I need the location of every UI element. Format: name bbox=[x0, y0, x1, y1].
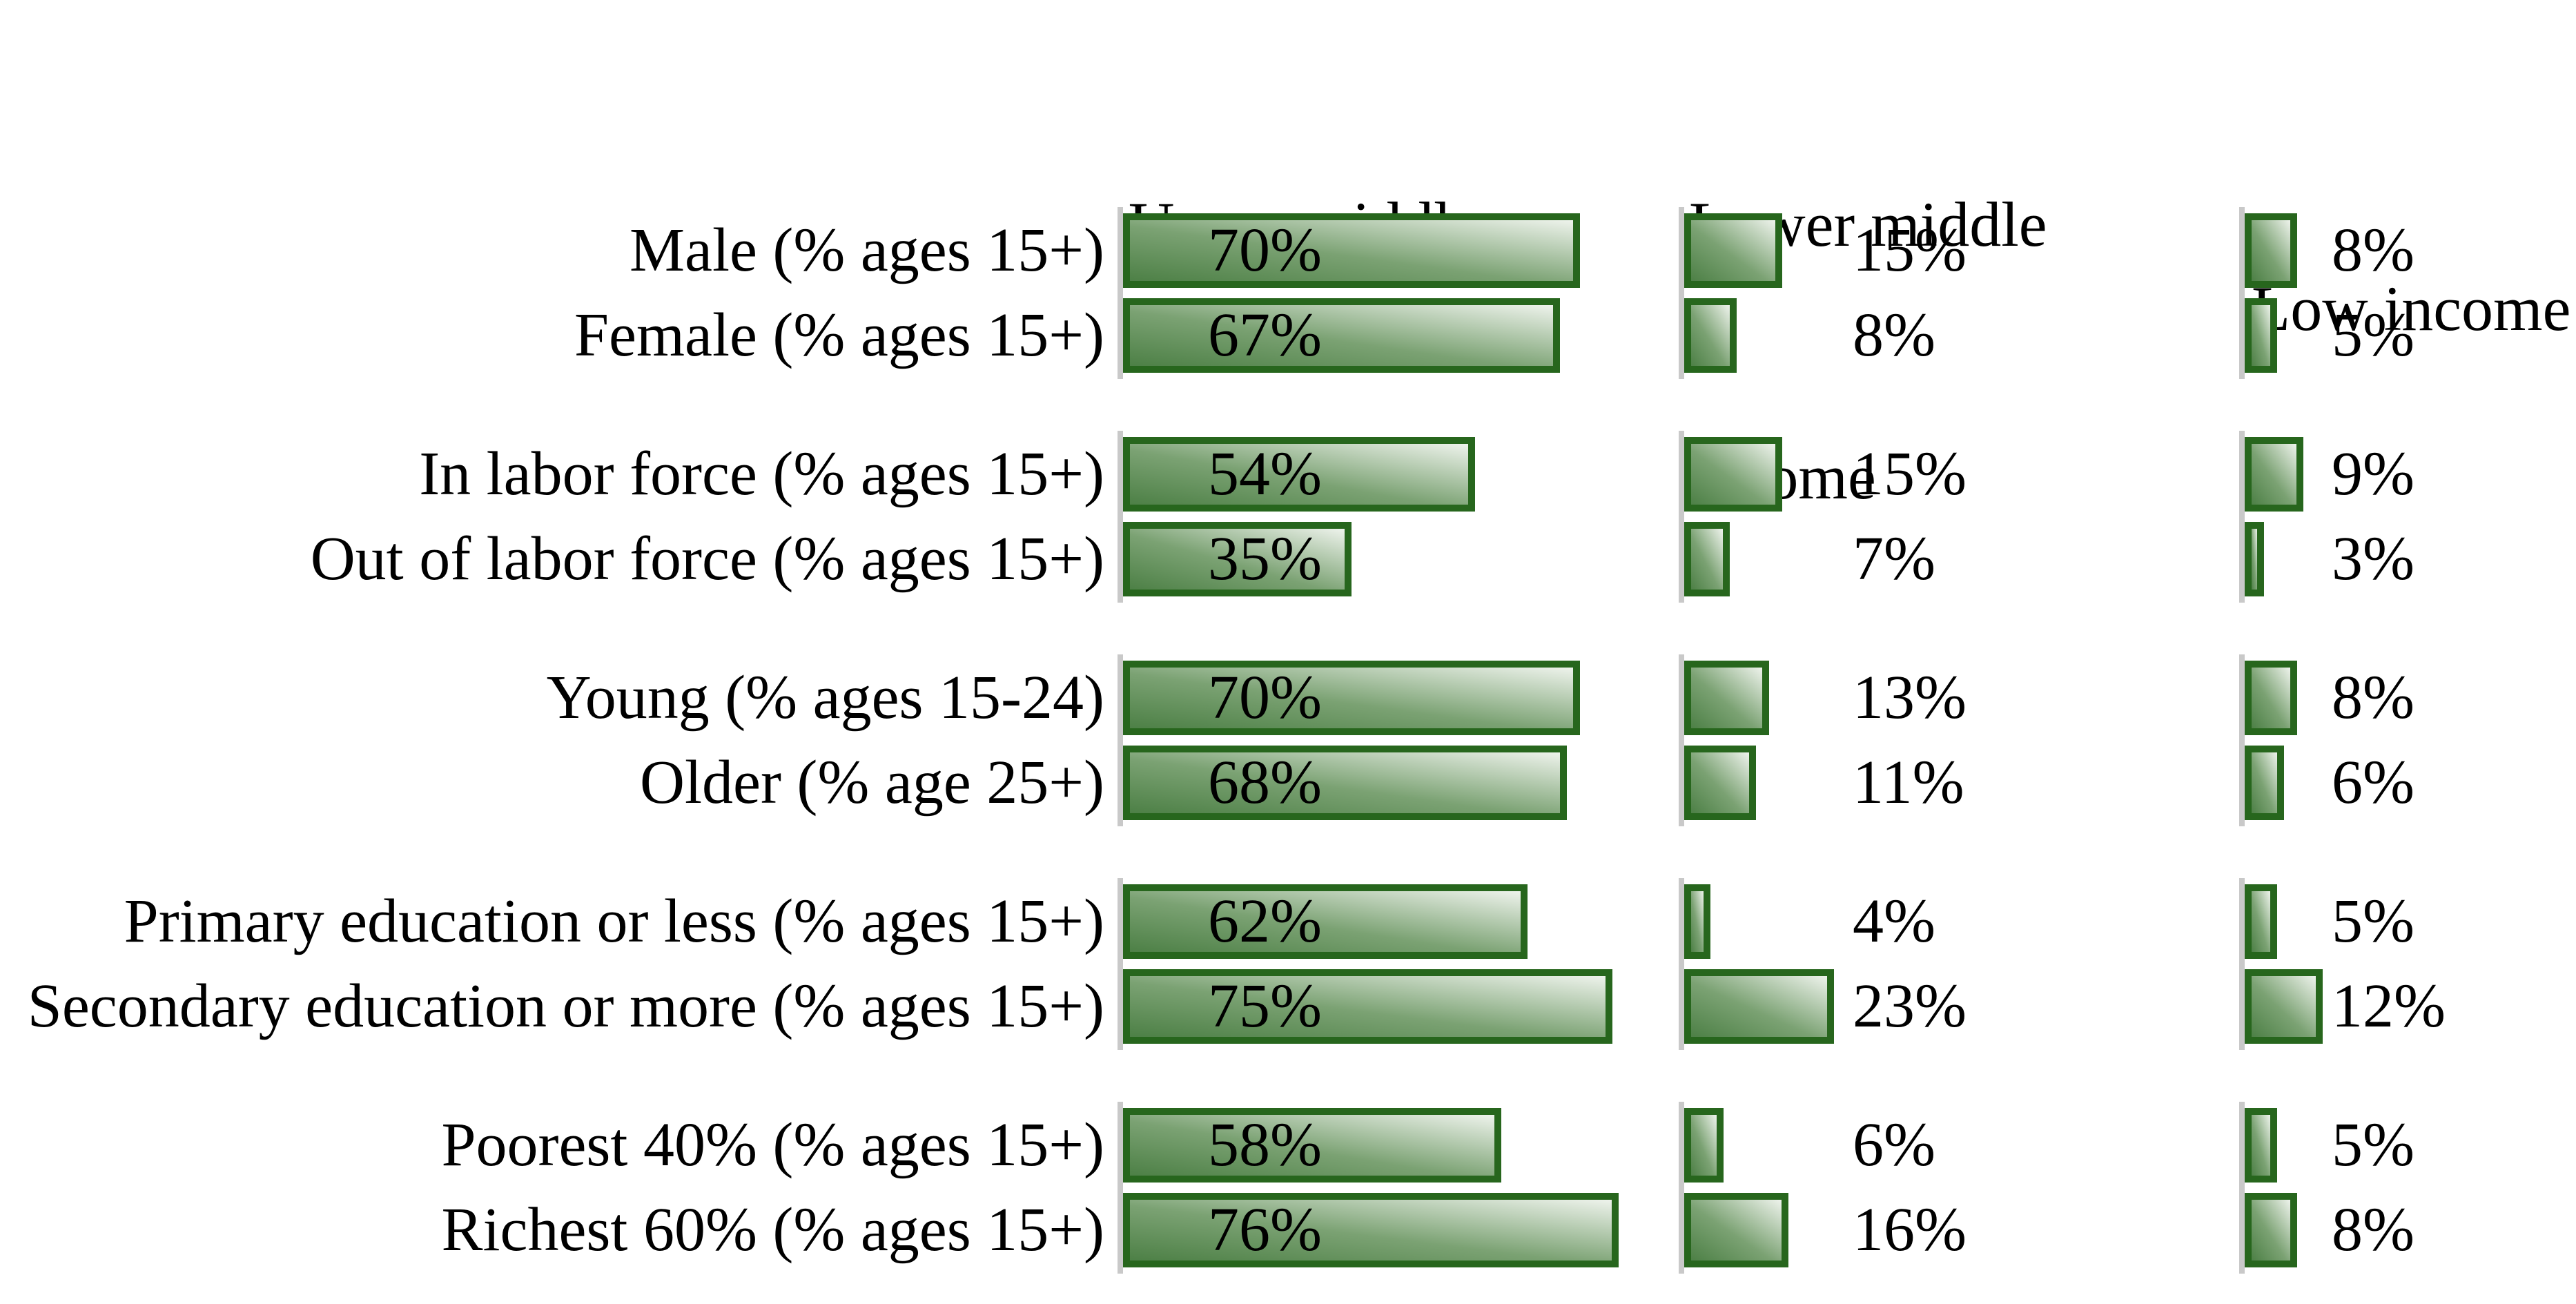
value-label-lower-middle-income: 15% bbox=[1853, 440, 1967, 508]
bar-upper-middle-income bbox=[1123, 884, 1528, 959]
bar-lower-middle-income bbox=[1684, 522, 1730, 596]
value-label-lower-middle-income: 23% bbox=[1853, 972, 1967, 1040]
bar-low-income bbox=[2245, 1193, 2297, 1267]
bar-lower-middle-income bbox=[1684, 1108, 1724, 1183]
category-label: Female (% ages 15+) bbox=[574, 301, 1104, 369]
bar-lower-middle-income bbox=[1684, 661, 1769, 735]
bar-low-income bbox=[2245, 213, 2297, 288]
bar-low-income bbox=[2245, 437, 2303, 512]
value-label-lower-middle-income: 16% bbox=[1853, 1196, 1967, 1264]
axis-line-upper-middle-income bbox=[1118, 431, 1123, 603]
value-label-lower-middle-income: 4% bbox=[1853, 887, 1935, 955]
bar-lower-middle-income bbox=[1684, 1193, 1788, 1267]
value-label-upper-middle-income: 62% bbox=[1208, 887, 1322, 955]
bar-upper-middle-income bbox=[1123, 437, 1475, 512]
bar-upper-middle-income bbox=[1123, 298, 1560, 373]
value-label-lower-middle-income: 15% bbox=[1853, 216, 1967, 284]
bar-lower-middle-income bbox=[1684, 969, 1834, 1044]
value-label-lower-middle-income: 13% bbox=[1853, 663, 1967, 732]
axis-line-low-income bbox=[2239, 431, 2245, 603]
bar-lower-middle-income bbox=[1684, 298, 1737, 373]
axis-line-upper-middle-income bbox=[1118, 1102, 1123, 1274]
axis-line-low-income bbox=[2239, 654, 2245, 826]
value-label-lower-middle-income: 11% bbox=[1853, 748, 1964, 817]
value-label-low-income: 8% bbox=[2332, 1196, 2414, 1264]
category-label: Older (% age 25+) bbox=[640, 748, 1104, 817]
axis-line-lower-middle-income bbox=[1679, 654, 1684, 826]
value-label-upper-middle-income: 54% bbox=[1208, 440, 1322, 508]
category-label: Young (% ages 15-24) bbox=[546, 663, 1104, 732]
bar-upper-middle-income bbox=[1123, 969, 1612, 1044]
value-label-low-income: 5% bbox=[2332, 1111, 2414, 1179]
axis-line-lower-middle-income bbox=[1679, 431, 1684, 603]
value-label-low-income: 9% bbox=[2332, 440, 2414, 508]
value-label-upper-middle-income: 68% bbox=[1208, 748, 1322, 817]
value-label-upper-middle-income: 75% bbox=[1208, 972, 1322, 1040]
bar-lower-middle-income bbox=[1684, 437, 1782, 512]
value-label-upper-middle-income: 35% bbox=[1208, 525, 1322, 593]
bar-upper-middle-income bbox=[1123, 1108, 1501, 1183]
axis-line-lower-middle-income bbox=[1679, 1102, 1684, 1274]
axis-line-upper-middle-income bbox=[1118, 878, 1123, 1050]
value-label-low-income: 3% bbox=[2332, 525, 2414, 593]
value-label-upper-middle-income: 70% bbox=[1208, 663, 1322, 732]
bar-upper-middle-income bbox=[1123, 746, 1567, 820]
axis-line-low-income bbox=[2239, 207, 2245, 379]
axis-line-lower-middle-income bbox=[1679, 207, 1684, 379]
bar-lower-middle-income bbox=[1684, 746, 1756, 820]
value-label-low-income: 8% bbox=[2332, 216, 2414, 284]
value-label-low-income: 6% bbox=[2332, 748, 2414, 817]
value-label-low-income: 8% bbox=[2332, 663, 2414, 732]
category-label: Richest 60% (% ages 15+) bbox=[441, 1196, 1104, 1264]
value-label-upper-middle-income: 58% bbox=[1208, 1111, 1322, 1179]
axis-line-lower-middle-income bbox=[1679, 878, 1684, 1050]
value-label-lower-middle-income: 7% bbox=[1853, 525, 1935, 593]
category-label: Male (% ages 15+) bbox=[629, 216, 1104, 284]
category-label: Poorest 40% (% ages 15+) bbox=[441, 1111, 1104, 1179]
bar-low-income bbox=[2245, 298, 2277, 373]
category-label: Out of labor force (% ages 15+) bbox=[310, 525, 1104, 593]
axis-line-low-income bbox=[2239, 878, 2245, 1050]
bar-upper-middle-income bbox=[1123, 1193, 1619, 1267]
bar-low-income bbox=[2245, 746, 2284, 820]
value-label-upper-middle-income: 67% bbox=[1208, 301, 1322, 369]
value-label-low-income: 5% bbox=[2332, 301, 2414, 369]
category-label: In labor force (% ages 15+) bbox=[419, 440, 1104, 508]
axis-line-upper-middle-income bbox=[1118, 654, 1123, 826]
axis-line-low-income bbox=[2239, 1102, 2245, 1274]
bar-lower-middle-income bbox=[1684, 884, 1710, 959]
category-label: Primary education or less (% ages 15+) bbox=[124, 887, 1104, 955]
value-label-low-income: 5% bbox=[2332, 887, 2414, 955]
bar-lower-middle-income bbox=[1684, 213, 1782, 288]
bar-upper-middle-income bbox=[1123, 661, 1580, 735]
bar-low-income bbox=[2245, 522, 2264, 596]
bar-low-income bbox=[2245, 969, 2323, 1044]
value-label-low-income: 12% bbox=[2332, 972, 2446, 1040]
category-label: Secondary education or more (% ages 15+) bbox=[27, 972, 1104, 1040]
bar-low-income bbox=[2245, 661, 2297, 735]
axis-line-upper-middle-income bbox=[1118, 207, 1123, 379]
bar-upper-middle-income bbox=[1123, 522, 1352, 596]
value-label-lower-middle-income: 8% bbox=[1853, 301, 1935, 369]
value-label-upper-middle-income: 76% bbox=[1208, 1196, 1322, 1264]
bar-low-income bbox=[2245, 1108, 2277, 1183]
value-label-upper-middle-income: 70% bbox=[1208, 216, 1322, 284]
bar-upper-middle-income bbox=[1123, 213, 1580, 288]
bar-low-income bbox=[2245, 884, 2277, 959]
value-label-lower-middle-income: 6% bbox=[1853, 1111, 1935, 1179]
